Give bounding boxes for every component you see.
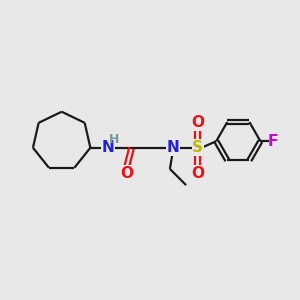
Text: S: S bbox=[192, 140, 203, 155]
Text: N: N bbox=[167, 140, 179, 155]
Text: H: H bbox=[109, 133, 119, 146]
Text: O: O bbox=[120, 166, 133, 181]
Text: N: N bbox=[102, 140, 114, 155]
Text: O: O bbox=[191, 166, 204, 181]
Text: O: O bbox=[191, 115, 204, 130]
Text: F: F bbox=[268, 134, 278, 149]
